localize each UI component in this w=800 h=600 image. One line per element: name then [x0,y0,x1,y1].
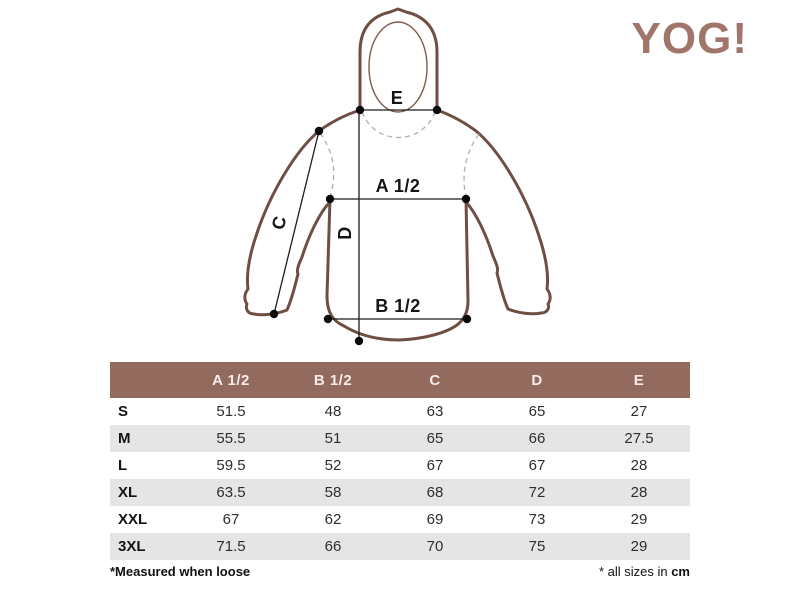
cell-value: 65 [528,403,546,420]
footnote-measured: *Measured when loose [110,564,251,579]
size-table-header-row: A 1/2 B 1/2 C D E [110,362,690,398]
table-row: XXL 67 62 69 73 29 [110,506,690,533]
table-row: S 51.5 48 63 65 27 [110,398,690,425]
cell-value: 63 [426,403,444,420]
cell-value: 68 [426,484,444,501]
cell-value: 71.5 [216,538,246,555]
brand-logo: YOG! [631,14,748,63]
label-d: D [335,226,355,240]
cell-value: 66 [528,430,546,447]
cell-value: 72 [528,484,546,501]
cell-value: 28 [630,484,648,501]
size-label: 3XL [118,538,146,555]
cell-value: 59.5 [216,457,246,474]
size-label: S [118,403,129,420]
cell-value: 28 [630,457,648,474]
collar-seam-dashed [361,111,436,138]
cell-value: 73 [528,511,546,528]
measure-line-c [273,130,320,315]
measure-dots [269,105,472,346]
size-table: A 1/2 B 1/2 C D E S 51.5 48 63 65 27 M 5… [110,362,690,560]
left-armhole-seam-dashed [319,132,335,198]
cell-value: 65 [426,430,444,447]
cell-value: 29 [630,511,648,528]
footnote-units-unit: cm [671,564,690,579]
cell-value: 51.5 [216,403,246,420]
cell-value: 27.5 [624,430,654,447]
right-armhole-seam-dashed [463,133,480,198]
cell-value: 69 [426,511,444,528]
col-header-a: A 1/2 [180,362,282,398]
cell-value: 63.5 [216,484,246,501]
col-header-e: E [588,362,690,398]
cell-value: 29 [630,538,648,555]
table-row: 3XL 71.5 66 70 75 29 [110,533,690,560]
footnote-units: * all sizes in cm [599,564,690,579]
col-header-b: B 1/2 [282,362,384,398]
cell-value: 67 [222,511,240,528]
cell-value: 48 [324,403,342,420]
cell-value: 67 [528,457,546,474]
hoodie-measurement-diagram: E A 1/2 B 1/2 D C [243,7,552,346]
cell-value: 66 [324,538,342,555]
cell-value: 70 [426,538,444,555]
col-header-d: D [486,362,588,398]
table-row: M 55.5 51 65 66 27.5 [110,425,690,452]
label-b: B 1/2 [375,296,421,316]
label-c: C [268,214,291,232]
cell-value: 51 [324,430,342,447]
size-label: XL [118,484,138,501]
hoodie-body-outline [243,108,552,342]
footnotes: *Measured when loose * all sizes in cm [110,564,690,579]
label-a: A 1/2 [376,176,421,196]
hood-outline [358,7,439,112]
size-col-header [110,362,180,398]
cell-value: 58 [324,484,342,501]
footnote-units-text: * all sizes in [598,564,672,579]
hood-opening-outline [368,21,428,113]
table-row: L 59.5 52 67 67 28 [110,452,690,479]
cell-value: 62 [324,511,342,528]
label-e: E [391,88,404,108]
cell-value: 52 [324,457,342,474]
size-label: L [118,457,128,474]
cell-value: 75 [528,538,546,555]
size-label: M [118,430,131,447]
cell-value: 27 [630,403,648,420]
cell-value: 67 [426,457,444,474]
col-header-c: C [384,362,486,398]
table-row: XL 63.5 58 68 72 28 [110,479,690,506]
size-label: XXL [118,511,148,528]
cell-value: 55.5 [216,430,246,447]
